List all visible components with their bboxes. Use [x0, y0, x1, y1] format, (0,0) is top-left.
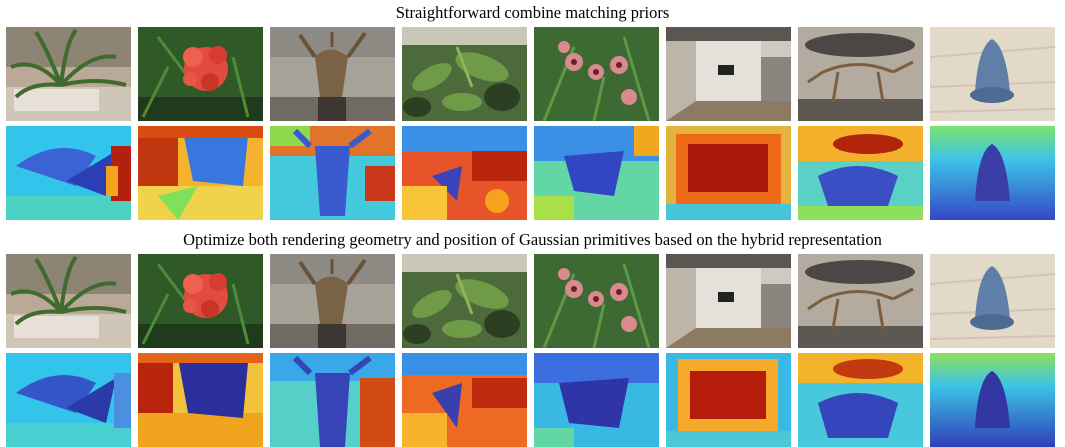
- depth-map-orchids: [534, 126, 659, 220]
- rgb-row-1: [6, 27, 1059, 121]
- section-2-caption: Optimize both rendering geometry and pos…: [183, 230, 882, 249]
- rgb-image-flower: [138, 254, 263, 348]
- rgb-image-horns: [270, 254, 395, 348]
- depth-map-room: [666, 353, 791, 447]
- rgb-image-flower: [138, 27, 263, 121]
- rgb-image-room: [666, 27, 791, 121]
- rgb-row-2: [6, 254, 1059, 348]
- depth-map-horns: [270, 353, 395, 447]
- rgb-image-trex: [798, 254, 923, 348]
- depth-map-horns: [270, 126, 395, 220]
- depth-map-flower: [138, 353, 263, 447]
- depth-row-2: [6, 353, 1059, 447]
- depth-map-object: [930, 126, 1055, 220]
- rgb-image-room: [666, 254, 791, 348]
- depth-map-trex: [798, 126, 923, 220]
- depth-map-room: [666, 126, 791, 220]
- rgb-image-object: [930, 254, 1055, 348]
- section-1-caption: Straightforward combine matching priors: [395, 3, 670, 22]
- depth-map-orchids: [534, 353, 659, 447]
- rgb-image-leaves: [402, 254, 527, 348]
- rgb-image-object: [930, 27, 1055, 121]
- rgb-image-fern: [6, 27, 131, 121]
- rgb-image-orchids: [534, 254, 659, 348]
- depth-map-fern: [6, 126, 131, 220]
- rgb-image-fern: [6, 254, 131, 348]
- depth-map-trex: [798, 353, 923, 447]
- depth-map-object: [930, 353, 1055, 447]
- rgb-image-trex: [798, 27, 923, 121]
- depth-map-leaves: [402, 353, 527, 447]
- depth-map-flower: [138, 126, 263, 220]
- depth-map-fern: [6, 353, 131, 447]
- rgb-image-horns: [270, 27, 395, 121]
- depth-row-1: [6, 126, 1059, 220]
- depth-map-leaves: [402, 126, 527, 220]
- rgb-image-orchids: [534, 27, 659, 121]
- rgb-image-leaves: [402, 27, 527, 121]
